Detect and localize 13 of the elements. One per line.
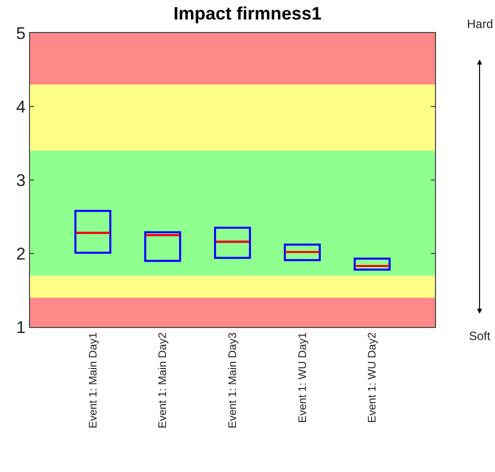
- y-tick-label: 1: [16, 318, 26, 337]
- y-tick-label: 4: [16, 97, 26, 116]
- x-tick-label: Event 1: Main Day3: [227, 332, 240, 428]
- y-tick-label: 3: [16, 170, 26, 190]
- y-tick-label: 5: [16, 24, 26, 43]
- text: Soft: [469, 329, 492, 343]
- x-tick-label: Event 1: Main Day2: [157, 332, 170, 428]
- x-tick-label: Event 1: WU Day2: [366, 332, 379, 423]
- text: Hard: [467, 17, 494, 31]
- x-tick-label: Event 1: Main Day1: [87, 332, 100, 428]
- y-tick-label: 2: [16, 244, 26, 264]
- chart-title: Impact firmness1: [173, 4, 322, 24]
- x-tick-label: Event 1: WU Day1: [296, 332, 309, 423]
